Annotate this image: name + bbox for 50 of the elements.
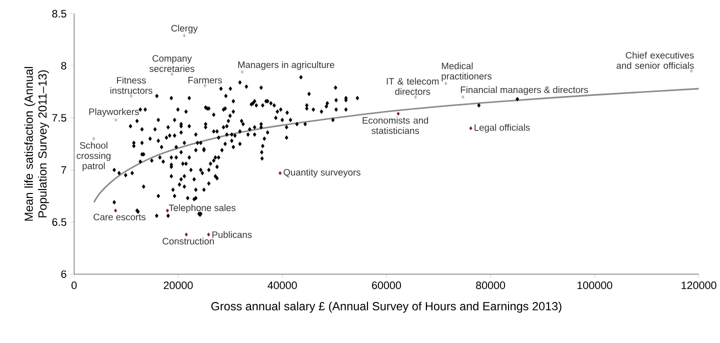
x-tick-label: 0 [72, 282, 77, 290]
y-tick-label: 7 [61, 166, 66, 174]
point [92, 136, 96, 141]
y-tick-label: 7.5 [52, 114, 66, 122]
y-tick-label: 6 [61, 270, 66, 278]
annotation: Fitness instructors [110, 76, 152, 94]
annotation: Financial managers & directors [460, 86, 588, 96]
x-tick-label: 60000 [372, 282, 401, 290]
annotation: Telephone sales [168, 204, 236, 214]
annotation: Chief executives and senior officials [616, 52, 694, 69]
point [414, 95, 418, 100]
point [130, 94, 133, 98]
x-tick-label: 20000 [164, 282, 193, 290]
annotation: Farmers [188, 77, 222, 84]
point [170, 72, 174, 76]
point [114, 208, 118, 213]
point [278, 171, 282, 176]
x-tick-label: 40000 [268, 282, 297, 290]
point [203, 84, 206, 88]
point [444, 82, 448, 86]
annotation: Care escorts [94, 214, 146, 220]
y-tick-label: 8 [61, 62, 66, 70]
annotation: Quantity surveyors [284, 168, 360, 178]
x-tick-label: 80000 [476, 282, 506, 290]
annotation: Publicans [212, 231, 252, 238]
point [207, 232, 210, 237]
annotation: Clergy [171, 24, 198, 34]
x-tick-label: 120000 [682, 282, 716, 290]
annotation: IT & telecom directors [386, 78, 439, 96]
x-tick-label: 100000 [578, 282, 612, 290]
annotation: Medical practitioners [442, 62, 492, 82]
annotation: Company secretaries [150, 55, 194, 72]
point [469, 126, 472, 130]
y-tick-label: 8.5 [52, 10, 66, 18]
annotation: Construction [162, 238, 214, 245]
point [461, 95, 464, 100]
annotation: School crossing patrol [76, 142, 110, 172]
y-tick-label: 6.5 [52, 218, 66, 226]
point [184, 232, 188, 237]
annotation: Legal officials [474, 124, 530, 133]
point [114, 118, 118, 122]
point [396, 112, 400, 116]
annotation: Managers in agriculture [238, 61, 334, 70]
point [240, 70, 244, 74]
y-axis-title: Mean life satisfaction (Annual Population Survey 2011–13) [24, 67, 49, 221]
point [182, 34, 186, 38]
annotation: Playworkers [89, 108, 139, 117]
x-axis-title: Gross annual salary £ (Annual Survey of Hours and Earnings 2013) [211, 302, 562, 313]
point [690, 69, 693, 74]
annotation: Economists and statisticians [362, 116, 428, 134]
